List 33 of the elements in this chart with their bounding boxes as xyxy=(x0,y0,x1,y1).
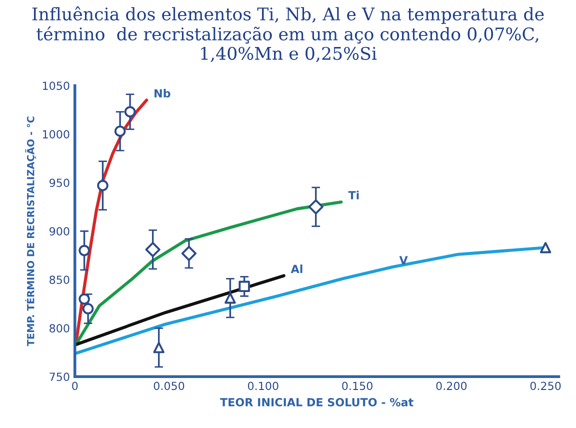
point xyxy=(308,199,324,214)
annotation: Ti xyxy=(348,190,359,200)
chart-title: Influência dos elementos Ti, Nb, Al e V na temperatura de término de recristalização em um aço contendo 0,07%C, 1,40%Mn e 0,25%Si xyxy=(32,6,544,62)
x-tick-label: 0.150 xyxy=(342,382,372,390)
y-tick-label: 1000 xyxy=(42,130,70,138)
x-tick-label: 0.250 xyxy=(530,382,561,390)
point xyxy=(78,244,90,256)
point xyxy=(124,106,136,118)
point xyxy=(224,292,236,304)
annotation: Nb xyxy=(154,88,170,98)
annotation: Al xyxy=(290,264,302,273)
x-tick-label: 0.100 xyxy=(248,382,278,390)
point xyxy=(238,280,250,292)
point xyxy=(97,180,108,192)
point xyxy=(82,303,94,314)
y-tick-label: 950 xyxy=(50,178,70,187)
point xyxy=(540,242,552,254)
y-tick-label: 900 xyxy=(50,227,70,236)
point xyxy=(114,126,126,137)
point xyxy=(145,242,160,258)
y-tick-label: 750 xyxy=(50,372,70,382)
y-tick-label: 800 xyxy=(50,324,70,333)
x-tick-label: 0.050 xyxy=(154,382,184,390)
y-axis-title: TEMP. TÉRMINO DE RECRISTALIZAÇÃO - °C xyxy=(25,116,36,346)
x-tick-label: 0 xyxy=(72,382,78,390)
y-tick-label: 1050 xyxy=(42,82,70,90)
point xyxy=(181,246,197,261)
x-axis-title: TEOR INICIAL DE SOLUTO - %at xyxy=(220,398,414,406)
y-tick-label: 850 xyxy=(50,276,70,284)
point xyxy=(153,342,164,354)
point xyxy=(78,293,90,305)
annotation: V xyxy=(399,256,408,264)
x-tick-label: 0.200 xyxy=(436,382,467,390)
